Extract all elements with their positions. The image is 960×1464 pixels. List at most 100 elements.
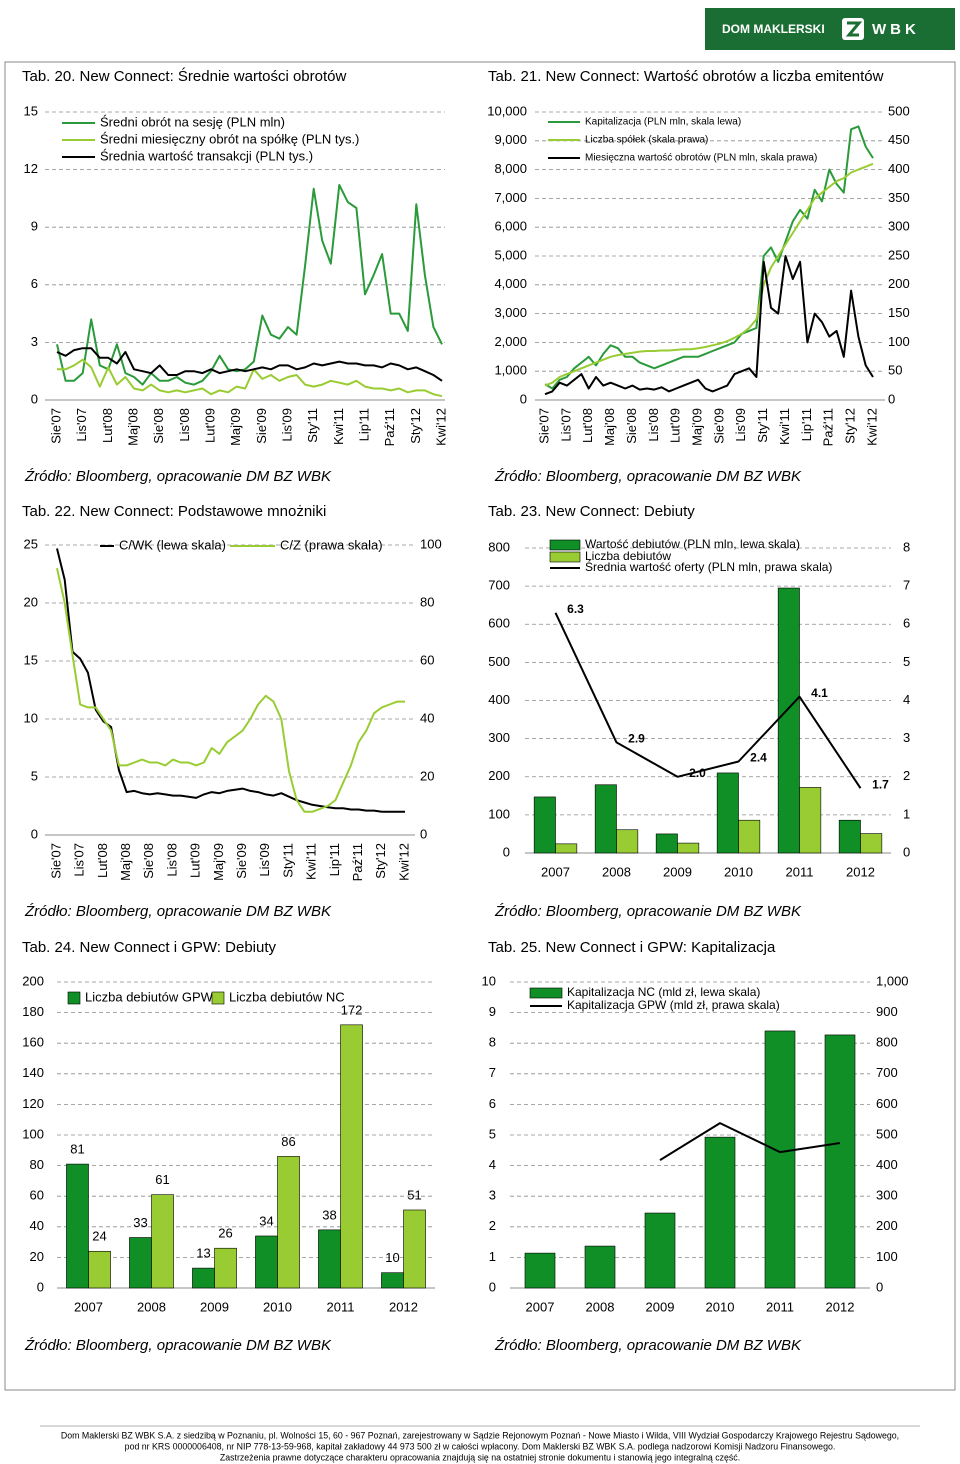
y-tick-label: 2 [489,1218,496,1233]
bar [616,829,639,854]
bar [277,1156,300,1289]
data-label: 61 [155,1172,169,1187]
y-tick-label: 2,000 [494,334,527,349]
series-line [544,125,874,390]
y-tick-label: 140 [22,1065,44,1080]
series-line [544,162,874,387]
series-line [554,612,862,789]
x-tick-label: Lip'11 [356,408,371,441]
x-tick-label: 2010 [706,1299,735,1314]
x-tick-label: Maj'08 [602,408,617,446]
bar [88,1250,111,1289]
chart-title: Tab. 22. New Connect: Podstawowe mnożnik… [22,503,326,520]
x-tick-label: Lip'11 [327,843,342,876]
x-tick-label: 2011 [786,864,814,879]
y-tick-label: 0 [31,826,38,841]
y-tick-label: 8,000 [494,161,527,176]
bar [838,819,861,854]
legend-label: C/Z (prawa skala) [280,537,383,552]
x-tick-label: 2009 [200,1299,229,1314]
bar [66,1163,89,1289]
y-tick-label: 15 [24,103,38,118]
legend-label: Liczba debiutów GPW [85,989,214,1004]
y-tick-label: 3,000 [494,305,527,320]
data-label: 2.9 [628,732,645,746]
legend-label: Wartość debiutów (PLN mln, lewa skala) [585,537,800,551]
bar [677,842,700,854]
bar [381,1272,404,1289]
x-tick-label: Kwi'11 [777,408,792,445]
y2-tick-label: 0 [420,826,427,841]
x-tick-label: Lis'07 [74,408,89,442]
y-tick-label: 25 [24,536,38,551]
x-tick-label: Lut'09 [188,843,203,878]
x-tick-label: Kwi'12 [396,843,411,881]
chart-title: Tab. 25. New Connect i GPW: Kapitalizacj… [488,939,776,956]
x-tick-label: Lis'08 [177,408,192,442]
data-label: 33 [133,1215,147,1230]
data-label: 24 [92,1229,106,1244]
y2-tick-label: 0 [876,1279,883,1294]
chart-title: Tab. 23. New Connect: Debiuty [488,503,695,520]
chart-title: Tab. 24. New Connect i GPW: Debiuty [22,939,277,956]
y-tick-label: 1,000 [494,363,527,378]
legend-swatch [549,539,581,551]
y2-tick-label: 0 [903,844,910,859]
x-tick-label: Kwi'11 [331,408,346,445]
y2-tick-label: 80 [420,594,434,609]
y-tick-label: 6,000 [494,219,527,234]
y2-tick-label: 2 [903,768,910,783]
series-line [56,347,443,382]
x-tick-label: Lis'09 [279,408,294,442]
y-tick-label: 160 [22,1035,44,1050]
x-tick-label: Lut'09 [668,408,683,443]
y-tick-label: 0 [31,391,38,406]
y-tick-label: 7 [489,1065,496,1080]
data-label: 2.0 [689,766,706,780]
x-tick-label: Maj'09 [211,843,226,881]
y-tick-label: 4,000 [494,276,527,291]
y2-tick-label: 600 [876,1096,898,1111]
legend-label: Liczba spółek (skala prawa) [585,135,708,146]
y2-tick-label: 8 [903,539,910,554]
legend-label: Średni obrót na sesję (PLN mln) [100,114,285,129]
x-tick-label: Sty'11 [755,408,770,443]
x-tick-label: 2010 [724,864,753,879]
logo-text: WBK [872,21,920,38]
series-line [57,358,443,398]
x-tick-label: 2009 [646,1299,675,1314]
y-tick-label: 12 [24,161,38,176]
x-tick-label: Maj'08 [125,408,140,446]
y-tick-label: 180 [22,1004,44,1019]
y-tick-label: 40 [30,1218,44,1233]
y2-tick-label: 900 [876,1004,898,1019]
x-tick-label: 2011 [327,1299,355,1314]
y-tick-label: 6 [489,1096,496,1111]
legend-label: Liczba debiutów NC [229,989,345,1004]
y-tick-label: 10 [24,710,38,725]
y-tick-label: 300 [488,730,510,745]
data-label: 2.4 [750,751,767,765]
y-tick-label: 100 [22,1126,44,1141]
x-tick-label: Sie'09 [254,408,269,444]
footer-line: Dom Maklerski BZ WBK S.A. z siedzibą w P… [61,1430,899,1440]
y2-tick-label: 100 [876,1249,898,1264]
y-tick-label: 200 [22,973,44,988]
y-tick-label: 120 [22,1096,44,1111]
x-tick-label: Paź'11 [821,408,836,446]
data-label: 13 [196,1246,210,1261]
y-tick-label: 0 [503,844,510,859]
y2-tick-label: 4 [903,692,910,707]
y-tick-label: 200 [488,768,510,783]
source: Źródło: Bloomberg, opracowanie DM BZ WBK [24,468,332,485]
y2-tick-label: 150 [888,305,910,320]
y-tick-label: 9,000 [494,132,527,147]
legend-swatch [211,991,225,1005]
source: Źródło: Bloomberg, opracowanie DM BZ WBK [494,468,802,485]
bar [255,1235,278,1289]
x-tick-label: Lut'09 [202,408,217,443]
y2-tick-label: 500 [888,103,910,118]
bar [644,1212,676,1289]
y-tick-label: 1 [489,1249,496,1264]
bar [129,1237,152,1289]
